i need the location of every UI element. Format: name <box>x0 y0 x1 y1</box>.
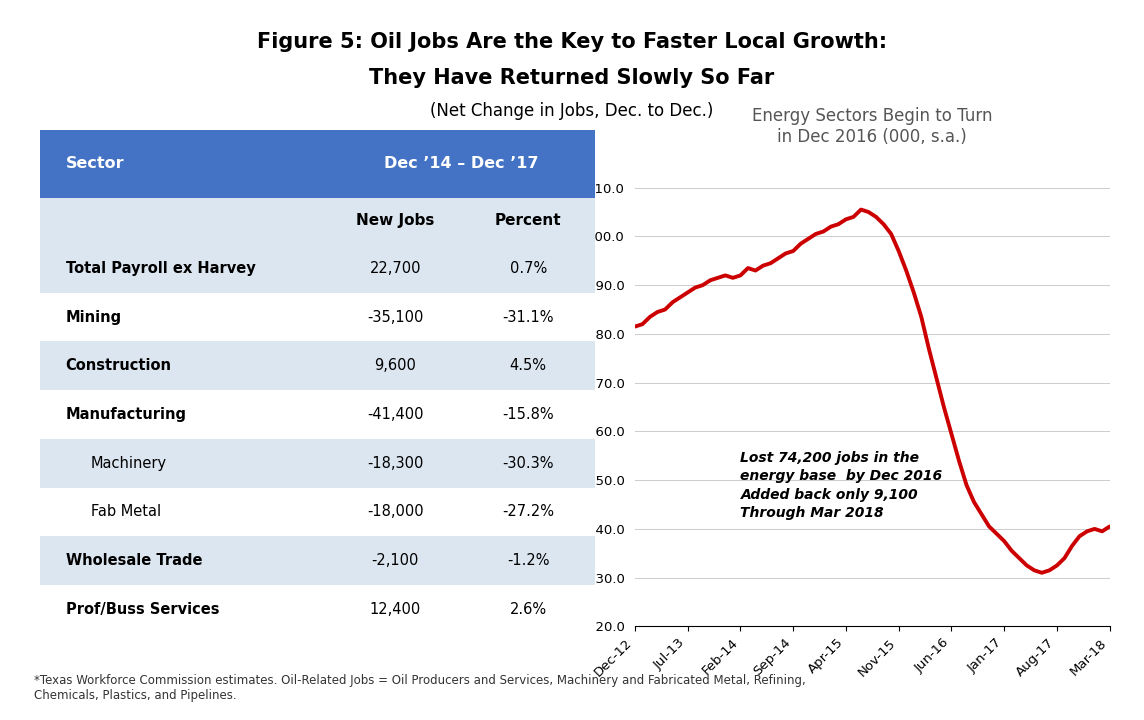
Text: Manufacturing: Manufacturing <box>65 407 186 422</box>
Text: Construction: Construction <box>65 359 172 373</box>
Text: Total Payroll ex Harvey: Total Payroll ex Harvey <box>65 261 255 276</box>
Text: Figure 5: Oil Jobs Are the Key to Faster Local Growth:: Figure 5: Oil Jobs Are the Key to Faster… <box>257 32 887 53</box>
Text: Machinery: Machinery <box>90 456 167 471</box>
Text: 2.6%: 2.6% <box>510 602 547 617</box>
Text: Percent: Percent <box>495 213 562 228</box>
Text: -2,100: -2,100 <box>372 553 419 568</box>
Text: Sector: Sector <box>65 156 125 171</box>
Text: 9,600: 9,600 <box>374 359 416 373</box>
Text: New Jobs: New Jobs <box>356 213 435 228</box>
Text: (Net Change in Jobs, Dec. to Dec.): (Net Change in Jobs, Dec. to Dec.) <box>430 102 714 120</box>
Text: -31.1%: -31.1% <box>502 310 554 325</box>
Text: -41,400: -41,400 <box>367 407 423 422</box>
Text: -18,000: -18,000 <box>367 504 423 519</box>
Text: -30.3%: -30.3% <box>502 456 554 471</box>
Text: Wholesale Trade: Wholesale Trade <box>65 553 202 568</box>
Text: They Have Returned Slowly So Far: They Have Returned Slowly So Far <box>370 68 774 89</box>
Text: 0.7%: 0.7% <box>510 261 547 276</box>
Text: 12,400: 12,400 <box>370 602 421 617</box>
Text: -1.2%: -1.2% <box>507 553 549 568</box>
Text: *Texas Workforce Commission estimates. Oil-Related Jobs = Oil Producers and Serv: *Texas Workforce Commission estimates. O… <box>34 674 807 702</box>
Title: Energy Sectors Begin to Turn
in Dec 2016 (000, s.a.): Energy Sectors Begin to Turn in Dec 2016… <box>752 107 993 145</box>
Text: -35,100: -35,100 <box>367 310 423 325</box>
Text: -15.8%: -15.8% <box>502 407 554 422</box>
Text: -27.2%: -27.2% <box>502 504 555 519</box>
Text: -18,300: -18,300 <box>367 456 423 471</box>
Text: 4.5%: 4.5% <box>510 359 547 373</box>
Text: Dec ’14 – Dec ’17: Dec ’14 – Dec ’17 <box>384 156 539 171</box>
Text: Lost 74,200 jobs in the
energy base  by Dec 2016
Added back only 9,100
Through M: Lost 74,200 jobs in the energy base by D… <box>740 451 943 520</box>
Text: Fab Metal: Fab Metal <box>90 504 160 519</box>
Text: Mining: Mining <box>65 310 121 325</box>
Text: Prof/Buss Services: Prof/Buss Services <box>65 602 219 617</box>
Text: 22,700: 22,700 <box>370 261 421 276</box>
